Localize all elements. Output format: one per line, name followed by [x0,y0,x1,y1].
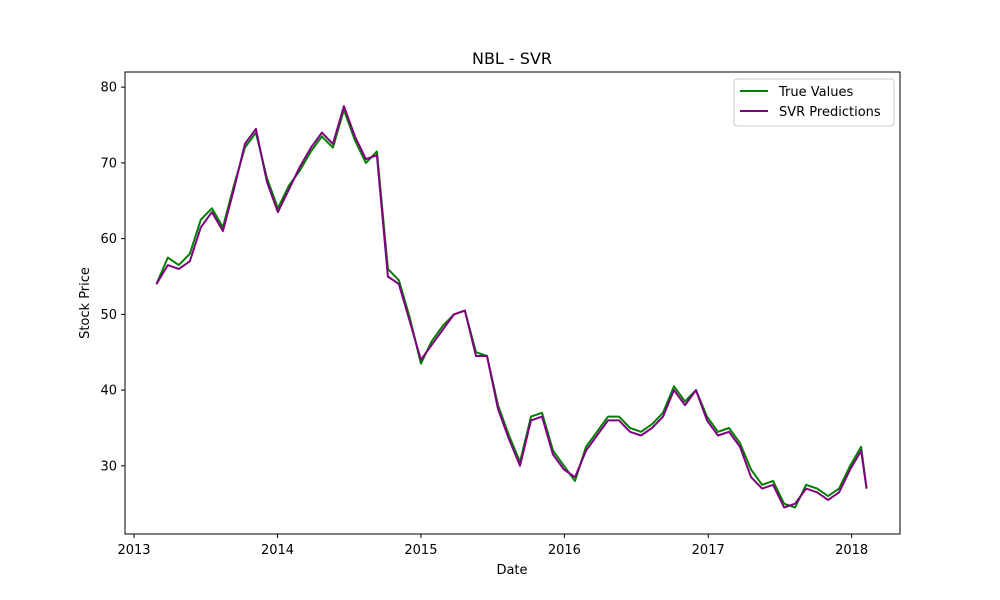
legend-label-svr-predictions: SVR Predictions [779,105,881,120]
y-tick-label-40: 40 [100,384,117,399]
y-axis-label: Stock Price [78,267,93,339]
x-axis: 2013 2014 2015 2016 2017 2018 [117,534,868,558]
series-layer [155,105,868,509]
x-tick-label-2018: 2018 [835,543,868,558]
series-line-true-values [155,108,868,509]
y-tick-label-50: 50 [100,308,117,323]
legend-box [733,78,895,127]
x-tick-label-2015: 2015 [404,543,437,558]
y-tick-label-80: 80 [100,81,117,96]
x-tick-label-2016: 2016 [548,543,581,558]
chart-title: NBL - SVR [472,49,552,68]
x-tick-label-2014: 2014 [261,543,294,558]
x-axis-label: Date [496,563,527,578]
x-tick-label-2013: 2013 [117,543,150,558]
y-tick-label-60: 60 [100,232,117,247]
series-line-svr-predictions [155,105,868,509]
y-axis: 30 40 50 60 70 80 [100,81,125,474]
legend-label-true-values: True Values [778,85,853,100]
legend: True Values SVR Predictions [733,78,895,127]
plot-frame [124,71,901,535]
x-tick-label-2017: 2017 [692,543,725,558]
y-tick-label-30: 30 [100,459,117,474]
y-tick-label-70: 70 [100,156,117,171]
